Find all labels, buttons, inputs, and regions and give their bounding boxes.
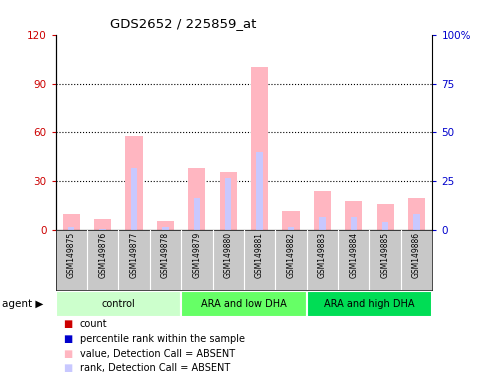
Bar: [157, 220, 174, 230]
Bar: [408, 198, 425, 230]
Bar: [307, 291, 432, 317]
Bar: [131, 169, 137, 230]
Bar: [382, 222, 388, 230]
Text: GSM149886: GSM149886: [412, 232, 421, 278]
Text: ■: ■: [63, 363, 72, 373]
Bar: [225, 178, 231, 230]
Text: GSM149881: GSM149881: [255, 232, 264, 278]
Bar: [314, 191, 331, 230]
Text: GSM149883: GSM149883: [318, 232, 327, 278]
Bar: [94, 219, 111, 230]
Bar: [188, 169, 205, 230]
Text: GSM149879: GSM149879: [192, 232, 201, 278]
Text: GSM149878: GSM149878: [161, 232, 170, 278]
Bar: [99, 229, 106, 230]
Text: GSM149875: GSM149875: [67, 232, 76, 278]
Bar: [220, 172, 237, 230]
Text: value, Detection Call = ABSENT: value, Detection Call = ABSENT: [80, 349, 235, 359]
Bar: [345, 201, 362, 230]
Text: count: count: [80, 319, 107, 329]
Bar: [56, 291, 181, 317]
Bar: [351, 217, 357, 230]
Bar: [181, 291, 307, 317]
Bar: [256, 152, 263, 230]
Text: agent ▶: agent ▶: [2, 299, 44, 309]
Text: percentile rank within the sample: percentile rank within the sample: [80, 334, 245, 344]
Bar: [68, 227, 74, 230]
Bar: [413, 214, 420, 230]
Text: ■: ■: [63, 349, 72, 359]
Bar: [283, 211, 299, 230]
Text: GSM149884: GSM149884: [349, 232, 358, 278]
Text: GSM149876: GSM149876: [98, 232, 107, 278]
Bar: [126, 136, 142, 230]
Text: control: control: [101, 299, 135, 309]
Text: ■: ■: [63, 334, 72, 344]
Text: ARA and low DHA: ARA and low DHA: [201, 299, 287, 309]
Text: GSM149880: GSM149880: [224, 232, 233, 278]
Bar: [288, 227, 294, 230]
Text: rank, Detection Call = ABSENT: rank, Detection Call = ABSENT: [80, 363, 230, 373]
Bar: [251, 67, 268, 230]
Bar: [377, 204, 394, 230]
Text: GSM149885: GSM149885: [381, 232, 390, 278]
Bar: [319, 217, 326, 230]
Text: GSM149882: GSM149882: [286, 232, 296, 278]
Text: ARA and high DHA: ARA and high DHA: [324, 299, 415, 309]
Text: GSM149877: GSM149877: [129, 232, 139, 278]
Bar: [162, 227, 169, 230]
Text: GDS2652 / 225859_at: GDS2652 / 225859_at: [110, 17, 257, 30]
Text: ■: ■: [63, 319, 72, 329]
Bar: [194, 198, 200, 230]
Bar: [63, 214, 80, 230]
